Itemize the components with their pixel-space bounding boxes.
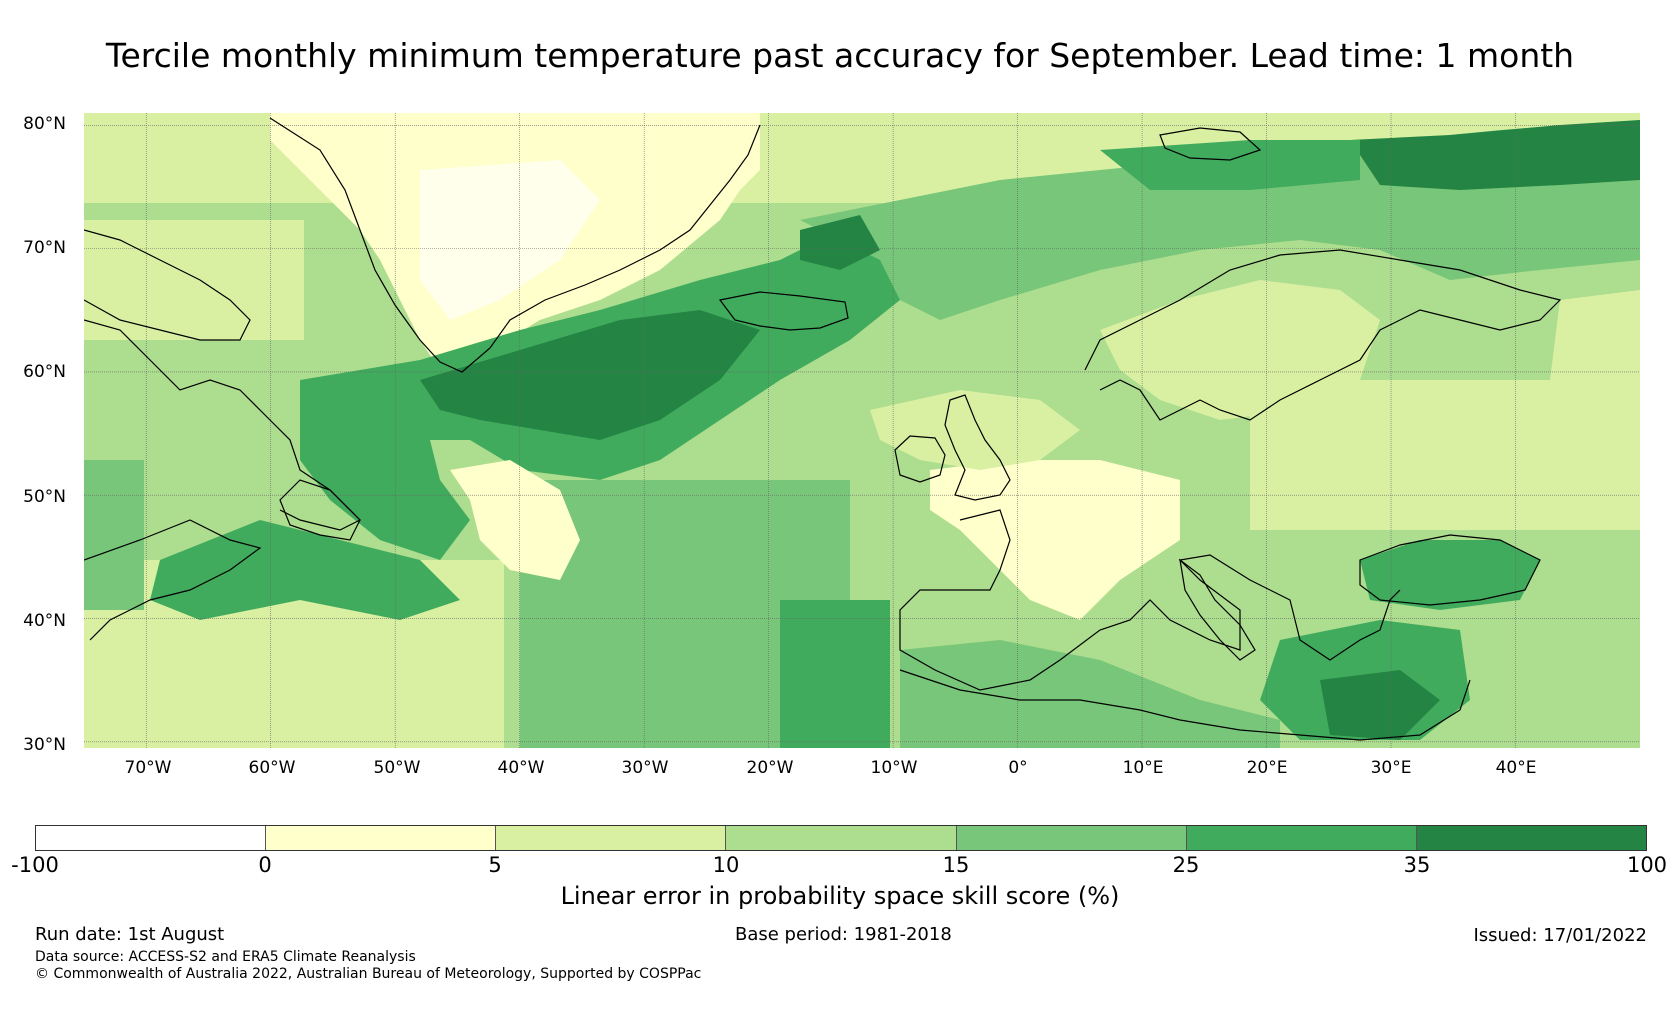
highest-skill-region	[1350, 120, 1640, 190]
skill-region	[870, 390, 1080, 470]
colorbar	[35, 825, 1647, 851]
lat-label: 40°N	[23, 611, 66, 631]
skill-region	[84, 460, 144, 610]
high-skill-region	[800, 215, 880, 270]
colorbar-segment	[726, 826, 957, 850]
lon-label: 40°E	[1495, 758, 1537, 778]
colorbar-tick: 0	[258, 853, 272, 877]
lon-label: 30°E	[1370, 758, 1412, 778]
colorbar-segment	[956, 826, 1187, 850]
italy-coast	[1179, 558, 1256, 661]
lat-label: 70°N	[23, 238, 66, 258]
colorbar-label: Linear error in probability space skill …	[560, 882, 1120, 910]
skill-score-map	[84, 113, 1640, 748]
highest-skill-region	[1320, 670, 1440, 740]
nova-scotia-coast	[84, 519, 262, 641]
iceland-coast	[718, 291, 849, 331]
greenland-coast	[269, 117, 761, 373]
data-source: Data source: ACCESS-S2 and ERA5 Climate …	[35, 949, 416, 965]
britain-coast	[944, 394, 1011, 501]
lon-label: 40°W	[497, 758, 545, 778]
colorbar-tick: 10	[712, 853, 740, 877]
low-skill-region	[930, 460, 1180, 620]
base-period: Base period: 1981-2018	[735, 924, 952, 945]
lon-label: 70°W	[124, 758, 172, 778]
colorbar-tick: -100	[11, 853, 59, 877]
greenland-region	[420, 160, 600, 320]
colorbar-segment	[266, 826, 497, 850]
labrador-coast	[84, 319, 362, 531]
lon-label: 10°E	[1122, 758, 1164, 778]
graticule	[84, 113, 1640, 748]
lon-label: 30°W	[621, 758, 669, 778]
lon-label: 60°W	[248, 758, 296, 778]
highest-skill-region	[420, 310, 760, 440]
colorbar-segment	[1186, 826, 1417, 850]
baffin-coast	[84, 229, 251, 341]
run-date: Run date: 1st August	[35, 924, 225, 945]
colorbar-tick: 100	[1626, 853, 1668, 877]
colorbar-tick: 5	[488, 853, 502, 877]
black-sea-coast	[1359, 534, 1541, 606]
europe-coast	[899, 509, 1401, 691]
colorbar-segment	[496, 826, 727, 850]
colorbar-tick: 15	[942, 853, 970, 877]
issued-date: Issued: 17/01/2022	[1473, 925, 1647, 946]
lon-label: 50°W	[373, 758, 421, 778]
lat-label: 80°N	[23, 114, 66, 134]
skill-region	[150, 520, 460, 620]
colorbar-segment	[36, 826, 267, 850]
scandinavia-coast	[1084, 249, 1562, 421]
svalbard-coast	[1159, 127, 1262, 161]
skill-region	[1550, 290, 1640, 460]
ireland-coast	[894, 435, 946, 483]
lon-label: 20°W	[746, 758, 794, 778]
lat-label: 30°N	[23, 735, 66, 755]
lon-label: 0°	[1008, 758, 1028, 778]
colorbar-tick: 35	[1403, 853, 1431, 877]
lat-label: 60°N	[23, 362, 66, 382]
lon-label: 20°E	[1246, 758, 1288, 778]
copyright: © Commonwealth of Australia 2022, Austra…	[35, 966, 702, 982]
map-title: Tercile monthly minimum temperature past…	[105, 36, 1575, 75]
colorbar-segment	[1416, 826, 1646, 850]
skill-region	[780, 600, 890, 748]
colorbar-tick: 25	[1172, 853, 1200, 877]
newfoundland-coast	[279, 479, 361, 541]
low-skill-region	[450, 460, 580, 580]
high-skill-region	[1100, 140, 1360, 190]
lon-label: 10°W	[870, 758, 918, 778]
north-africa-coast	[899, 669, 1471, 741]
coastlines	[84, 117, 1562, 741]
high-skill-region	[1360, 540, 1540, 610]
lat-label: 50°N	[23, 487, 66, 507]
